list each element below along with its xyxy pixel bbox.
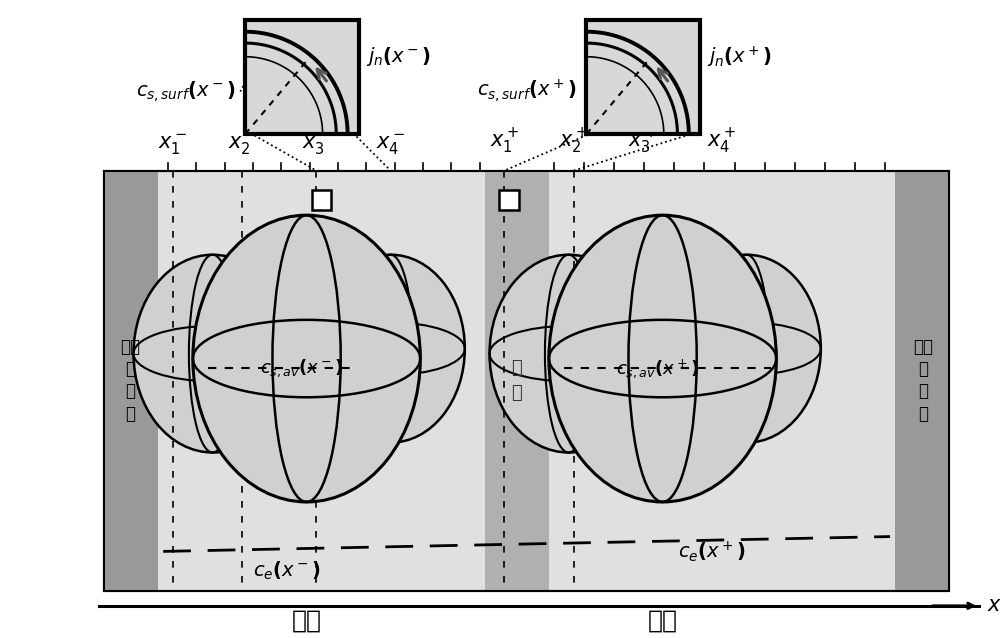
Text: $\boldsymbol{c_e(x^+)}$: $\boldsymbol{c_e(x^+)}$ xyxy=(678,539,746,564)
Bar xyxy=(312,190,331,210)
Bar xyxy=(485,170,549,591)
Text: $x_3^+$: $x_3^+$ xyxy=(628,126,658,156)
Bar xyxy=(245,20,359,134)
Ellipse shape xyxy=(193,215,420,502)
Bar xyxy=(104,170,158,591)
Bar xyxy=(104,170,949,591)
Bar xyxy=(586,20,700,134)
Text: $x_2^+$: $x_2^+$ xyxy=(559,126,588,156)
Text: $x_1^-$: $x_1^-$ xyxy=(158,132,188,156)
Text: $\boldsymbol{c_{s,av}(x^+)}$: $\boldsymbol{c_{s,av}(x^+)}$ xyxy=(616,357,699,380)
Ellipse shape xyxy=(134,255,292,452)
Text: 正极: 正极 xyxy=(648,609,678,633)
Ellipse shape xyxy=(490,255,648,452)
Text: $\boldsymbol{c_e(x^-)}$: $\boldsymbol{c_e(x^-)}$ xyxy=(253,560,321,582)
Ellipse shape xyxy=(549,215,776,502)
Bar xyxy=(895,170,949,591)
Text: $x$: $x$ xyxy=(987,597,1000,615)
Text: $\boldsymbol{c_{s,av}(x^-)}$: $\boldsymbol{c_{s,av}(x^-)}$ xyxy=(260,358,343,379)
Text: $\boldsymbol{j_n(x^-)}$: $\boldsymbol{j_n(x^-)}$ xyxy=(366,45,431,68)
Text: $\boldsymbol{c_{s,surf}(x^+)}$: $\boldsymbol{c_{s,surf}(x^+)}$ xyxy=(477,78,577,105)
Ellipse shape xyxy=(316,255,465,443)
Text: $x_2^-$: $x_2^-$ xyxy=(228,132,257,156)
Text: 负极: 负极 xyxy=(292,609,322,633)
Text: 电流
控
制
器: 电流 控 制 器 xyxy=(121,338,141,422)
Ellipse shape xyxy=(672,255,821,443)
Bar xyxy=(245,20,359,134)
Text: $\boldsymbol{c_{s,surf}(x^-)}$: $\boldsymbol{c_{s,surf}(x^-)}$ xyxy=(136,79,235,104)
Text: $\boldsymbol{j_n(x^+)}$: $\boldsymbol{j_n(x^+)}$ xyxy=(707,44,772,70)
Text: $x_4^-$: $x_4^-$ xyxy=(376,132,405,156)
Text: $x_3^-$: $x_3^-$ xyxy=(302,132,331,156)
Text: $x_4^+$: $x_4^+$ xyxy=(707,126,737,156)
Text: 电流
控
制
器: 电流 控 制 器 xyxy=(913,338,933,422)
Bar xyxy=(586,20,700,134)
Bar xyxy=(499,190,519,210)
Text: $x_1^+$: $x_1^+$ xyxy=(490,126,519,156)
Text: 隔
膜: 隔 膜 xyxy=(511,359,522,402)
Bar xyxy=(104,170,949,591)
